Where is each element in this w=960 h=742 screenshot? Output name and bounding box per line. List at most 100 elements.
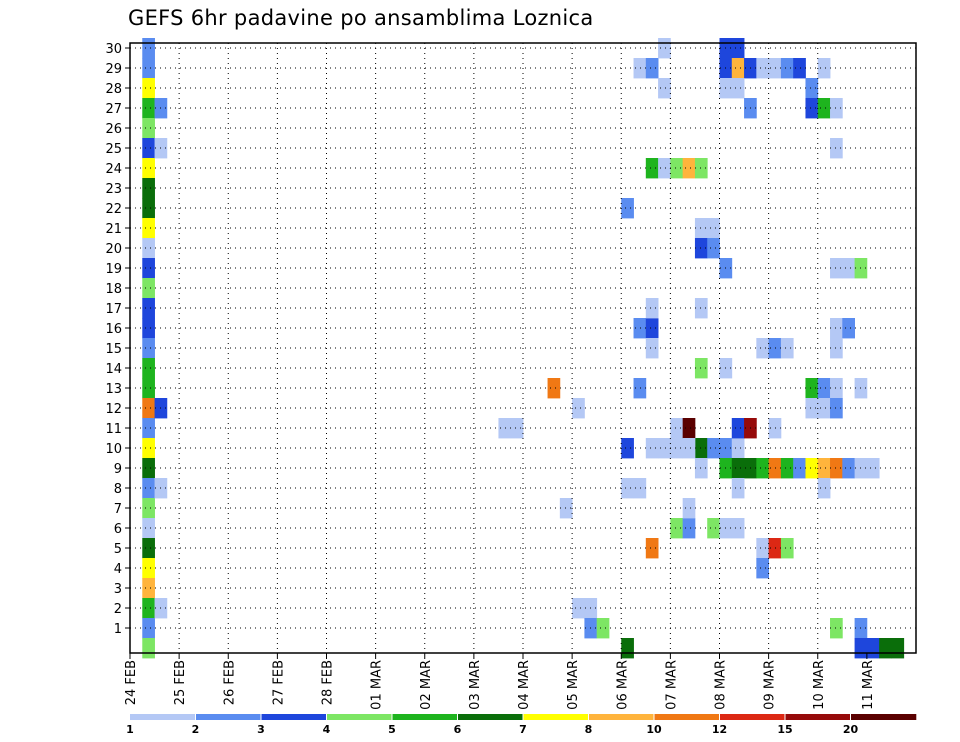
heatmap-cell: [142, 598, 155, 619]
heatmap-cell: [731, 518, 745, 539]
colorbar-segment: [457, 714, 524, 720]
y-tick-label: 1: [114, 622, 122, 637]
colorbar-label: 12: [712, 723, 727, 736]
heatmap-cell: [670, 438, 684, 459]
heatmap-cell: [830, 138, 843, 159]
heatmap-cell: [645, 158, 659, 179]
chart-title: GEFS 6hr padavine po ansamblima Loznica: [128, 6, 594, 30]
heatmap-cell: [694, 158, 708, 179]
y-tick-label: 26: [105, 122, 122, 137]
heatmap-cell: [768, 58, 782, 79]
x-tick-label: 03 MAR: [468, 660, 483, 710]
heatmap-cell: [731, 58, 745, 79]
heatmap-cell: [142, 238, 155, 259]
heatmap-cell: [817, 398, 831, 419]
heatmap-cell: [756, 558, 770, 579]
colorbar-label: 15: [777, 723, 792, 736]
heatmap-cell: [142, 458, 155, 479]
y-axis: 1234567891011121314151617181920212223242…: [105, 42, 130, 637]
heatmap-cell: [842, 318, 855, 339]
heatmap-cell: [142, 338, 155, 359]
y-tick-label: 24: [105, 162, 122, 177]
heatmap-cell: [707, 238, 720, 259]
colorbar-segment: [392, 714, 458, 720]
heatmap-cell: [645, 438, 659, 459]
heatmap-cell: [670, 418, 684, 439]
heatmap-cell: [830, 338, 843, 359]
heatmap-cell: [670, 158, 684, 179]
colorbar-label: 4: [323, 723, 331, 736]
y-tick-label: 30: [105, 42, 122, 57]
heatmap-cell: [694, 298, 708, 319]
x-tick-label: 26 FEB: [222, 660, 237, 705]
grid-layer: [130, 43, 916, 653]
heatmap-cell: [670, 518, 684, 539]
heatmap-cell: [793, 58, 806, 79]
x-tick-label: 09 MAR: [763, 660, 778, 710]
heatmap-cell: [756, 338, 770, 359]
y-tick-label: 17: [105, 302, 122, 317]
heatmap-cell: [645, 538, 659, 559]
heatmap-cell: [830, 318, 843, 339]
heatmap-cell: [633, 318, 647, 339]
heatmap-cell: [142, 578, 155, 599]
heatmap-cell: [817, 58, 831, 79]
heatmap-cell: [633, 478, 647, 499]
heatmap-cell: [756, 58, 770, 79]
y-tick-label: 11: [105, 422, 122, 437]
heatmap-cell: [142, 298, 155, 319]
heatmap-cell: [830, 458, 843, 479]
heatmap-cell: [142, 258, 155, 279]
colorbar-label: 5: [388, 723, 396, 736]
x-tick-label: 25 FEB: [173, 660, 188, 705]
colorbar-label: 1: [126, 723, 134, 736]
y-tick-label: 19: [105, 262, 122, 277]
y-tick-label: 9: [114, 462, 122, 477]
x-axis: 24 FEB 25 FEB 26 FEB 27 FEB 28 FEB 01 MAR 02 M…: [124, 653, 876, 710]
heatmap-cell: [142, 358, 155, 379]
colorbar-segment: [719, 714, 786, 720]
colorbar-segment: [523, 714, 589, 720]
heatmap-cell: [780, 58, 794, 79]
colorbar-segment: [261, 714, 327, 720]
heatmap-cell: [142, 398, 155, 419]
heatmap-cell: [621, 438, 634, 459]
y-tick-label: 2: [114, 602, 122, 617]
y-tick-label: 18: [105, 282, 122, 297]
y-tick-label: 23: [105, 182, 122, 197]
heatmap-cell: [658, 38, 671, 59]
colorbar-segment: [326, 714, 393, 720]
colorbar-segment: [850, 714, 917, 720]
heatmap-cell: [817, 98, 831, 119]
heatmap-cell: [731, 78, 745, 99]
heatmap-cell: [645, 338, 659, 359]
heatmap-cell: [793, 458, 806, 479]
colorbar-segment: [654, 714, 720, 720]
heatmap-cell: [768, 418, 782, 439]
heatmap-cell: [572, 398, 585, 419]
heatmap-cell: [645, 318, 659, 339]
heatmap-cell: [621, 638, 634, 659]
colorbar-segment: [130, 714, 196, 720]
heatmap-cell: [805, 398, 819, 419]
heatmap-cell: [817, 378, 831, 399]
heatmap-cell: [854, 638, 868, 659]
colorbar-segment: [195, 714, 262, 720]
heatmap-cell: [142, 138, 155, 159]
heatmap-cell: [731, 38, 745, 59]
heatmap-cell: [142, 218, 155, 239]
colorbar-segment: [588, 714, 655, 720]
heatmap-cell: [142, 38, 155, 59]
heatmap-cell: [658, 438, 671, 459]
heatmap-cell: [142, 478, 155, 499]
heatmap-cell: [142, 618, 155, 639]
heatmap-cell: [817, 478, 831, 499]
y-tick-label: 4: [114, 562, 122, 577]
heatmap-cell: [682, 158, 696, 179]
heatmap-cell: [830, 98, 843, 119]
colorbar-segment: [785, 714, 851, 720]
y-tick-label: 16: [105, 322, 122, 337]
y-tick-label: 28: [105, 82, 122, 97]
y-tick-label: 13: [105, 382, 122, 397]
